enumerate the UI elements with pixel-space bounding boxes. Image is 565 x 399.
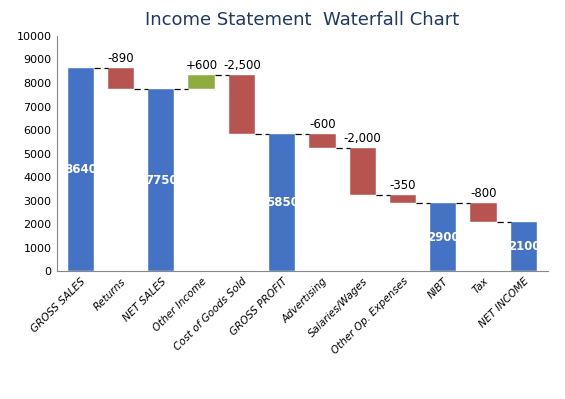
Title: Income Statement  Waterfall Chart: Income Statement Waterfall Chart [145,11,459,29]
Text: -890: -890 [108,52,134,65]
Text: -800: -800 [470,187,497,200]
Bar [68,68,94,271]
Text: -600: -600 [309,118,336,131]
Bar [430,203,457,271]
Bar [229,75,255,134]
Bar [471,203,497,222]
Text: -2,000: -2,000 [344,132,381,145]
Bar [511,222,537,271]
Bar [350,148,376,195]
Text: 7750: 7750 [145,174,177,187]
Bar [309,134,336,148]
Bar [390,195,416,203]
Text: 2100: 2100 [507,240,540,253]
Bar [269,134,295,271]
Text: +600: +600 [185,59,218,72]
Text: 2900: 2900 [427,231,459,244]
Text: -350: -350 [390,179,416,192]
Bar [148,89,175,271]
Text: 8640: 8640 [64,163,97,176]
Bar [108,68,134,89]
Text: -2,500: -2,500 [223,59,260,72]
Bar [189,75,215,89]
Text: 5850: 5850 [266,196,298,209]
